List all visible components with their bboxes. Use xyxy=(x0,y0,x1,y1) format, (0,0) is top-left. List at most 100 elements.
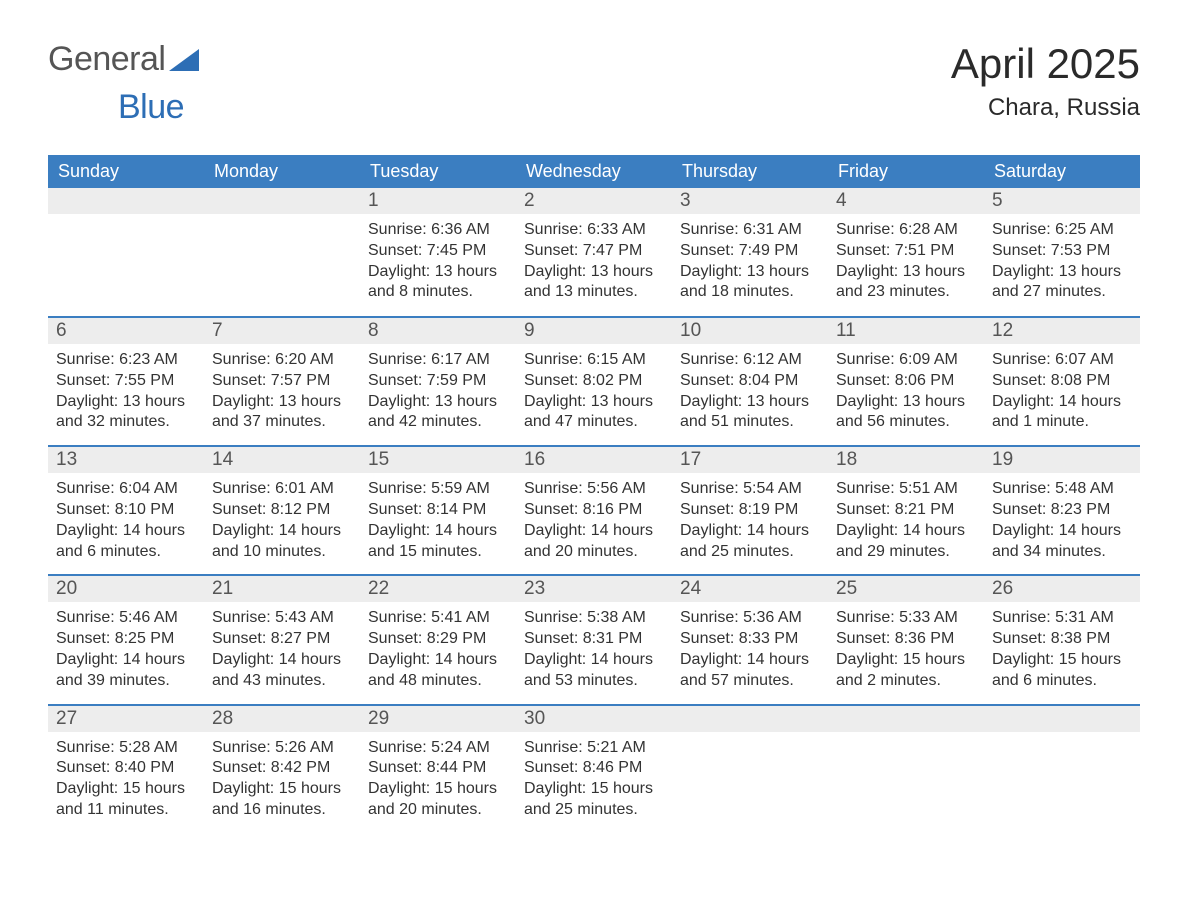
weekday-header-row: Sunday Monday Tuesday Wednesday Thursday… xyxy=(48,155,1140,188)
sunset-text: Sunset: 7:47 PM xyxy=(524,241,664,262)
title-block: April 2025 Chara, Russia xyxy=(951,40,1140,122)
calendar-day-cell xyxy=(204,188,360,316)
day-number: 3 xyxy=(672,188,828,214)
day-number: 6 xyxy=(48,318,204,344)
day-content: Sunrise: 5:33 AMSunset: 8:36 PMDaylight:… xyxy=(828,602,984,703)
sunset-text: Sunset: 7:55 PM xyxy=(56,371,196,392)
day-content: Sunrise: 6:33 AMSunset: 7:47 PMDaylight:… xyxy=(516,214,672,315)
sunrise-text: Sunrise: 6:04 AM xyxy=(56,479,196,500)
sunrise-text: Sunrise: 5:48 AM xyxy=(992,479,1132,500)
day-content xyxy=(828,732,984,750)
day-content xyxy=(204,214,360,232)
daylight-text: Daylight: 13 hours and 47 minutes. xyxy=(524,392,664,434)
day-content: Sunrise: 5:56 AMSunset: 8:16 PMDaylight:… xyxy=(516,473,672,574)
day-content: Sunrise: 5:54 AMSunset: 8:19 PMDaylight:… xyxy=(672,473,828,574)
sunrise-text: Sunrise: 6:25 AM xyxy=(992,220,1132,241)
day-content: Sunrise: 5:59 AMSunset: 8:14 PMDaylight:… xyxy=(360,473,516,574)
calendar-day-cell: 24Sunrise: 5:36 AMSunset: 8:33 PMDayligh… xyxy=(672,576,828,703)
day-number: 4 xyxy=(828,188,984,214)
brand-part2: Blue xyxy=(118,88,184,127)
day-number xyxy=(828,706,984,732)
calendar-day-cell: 9Sunrise: 6:15 AMSunset: 8:02 PMDaylight… xyxy=(516,318,672,445)
sunset-text: Sunset: 8:36 PM xyxy=(836,629,976,650)
daylight-text: Daylight: 13 hours and 27 minutes. xyxy=(992,262,1132,304)
day-number: 30 xyxy=(516,706,672,732)
day-content: Sunrise: 5:38 AMSunset: 8:31 PMDaylight:… xyxy=(516,602,672,703)
day-content: Sunrise: 5:46 AMSunset: 8:25 PMDaylight:… xyxy=(48,602,204,703)
day-number: 19 xyxy=(984,447,1140,473)
day-content: Sunrise: 6:31 AMSunset: 7:49 PMDaylight:… xyxy=(672,214,828,315)
sunrise-text: Sunrise: 6:12 AM xyxy=(680,350,820,371)
sunrise-text: Sunrise: 5:33 AM xyxy=(836,608,976,629)
day-content: Sunrise: 5:43 AMSunset: 8:27 PMDaylight:… xyxy=(204,602,360,703)
sunset-text: Sunset: 8:04 PM xyxy=(680,371,820,392)
day-number xyxy=(672,706,828,732)
daylight-text: Daylight: 13 hours and 51 minutes. xyxy=(680,392,820,434)
sunset-text: Sunset: 7:57 PM xyxy=(212,371,352,392)
day-number: 10 xyxy=(672,318,828,344)
daylight-text: Daylight: 13 hours and 23 minutes. xyxy=(836,262,976,304)
day-content xyxy=(984,732,1140,750)
daylight-text: Daylight: 15 hours and 6 minutes. xyxy=(992,650,1132,692)
sunrise-text: Sunrise: 6:07 AM xyxy=(992,350,1132,371)
sunset-text: Sunset: 8:14 PM xyxy=(368,500,508,521)
daylight-text: Daylight: 15 hours and 20 minutes. xyxy=(368,779,508,821)
sunset-text: Sunset: 8:44 PM xyxy=(368,758,508,779)
day-number xyxy=(984,706,1140,732)
sunset-text: Sunset: 8:16 PM xyxy=(524,500,664,521)
brand-triangle-icon xyxy=(169,49,199,71)
day-number: 13 xyxy=(48,447,204,473)
calendar-day-cell xyxy=(48,188,204,316)
calendar-day-cell: 14Sunrise: 6:01 AMSunset: 8:12 PMDayligh… xyxy=(204,447,360,574)
day-number: 17 xyxy=(672,447,828,473)
day-number: 12 xyxy=(984,318,1140,344)
calendar-week-row: 1Sunrise: 6:36 AMSunset: 7:45 PMDaylight… xyxy=(48,188,1140,316)
day-number: 5 xyxy=(984,188,1140,214)
daylight-text: Daylight: 14 hours and 20 minutes. xyxy=(524,521,664,563)
daylight-text: Daylight: 13 hours and 8 minutes. xyxy=(368,262,508,304)
daylight-text: Daylight: 14 hours and 43 minutes. xyxy=(212,650,352,692)
calendar-week-row: 27Sunrise: 5:28 AMSunset: 8:40 PMDayligh… xyxy=(48,704,1140,833)
sunset-text: Sunset: 8:06 PM xyxy=(836,371,976,392)
calendar-day-cell: 22Sunrise: 5:41 AMSunset: 8:29 PMDayligh… xyxy=(360,576,516,703)
day-content xyxy=(672,732,828,750)
calendar-day-cell: 7Sunrise: 6:20 AMSunset: 7:57 PMDaylight… xyxy=(204,318,360,445)
calendar-day-cell: 29Sunrise: 5:24 AMSunset: 8:44 PMDayligh… xyxy=(360,706,516,833)
day-content: Sunrise: 6:07 AMSunset: 8:08 PMDaylight:… xyxy=(984,344,1140,445)
sunset-text: Sunset: 8:08 PM xyxy=(992,371,1132,392)
sunrise-text: Sunrise: 5:24 AM xyxy=(368,738,508,759)
sunset-text: Sunset: 7:45 PM xyxy=(368,241,508,262)
day-content: Sunrise: 6:23 AMSunset: 7:55 PMDaylight:… xyxy=(48,344,204,445)
day-number: 18 xyxy=(828,447,984,473)
weekday-header: Thursday xyxy=(672,155,828,188)
calendar-day-cell xyxy=(672,706,828,833)
daylight-text: Daylight: 14 hours and 57 minutes. xyxy=(680,650,820,692)
day-content: Sunrise: 5:28 AMSunset: 8:40 PMDaylight:… xyxy=(48,732,204,833)
weekday-header: Friday xyxy=(828,155,984,188)
day-number: 20 xyxy=(48,576,204,602)
day-number: 23 xyxy=(516,576,672,602)
day-content: Sunrise: 6:28 AMSunset: 7:51 PMDaylight:… xyxy=(828,214,984,315)
calendar-day-cell: 4Sunrise: 6:28 AMSunset: 7:51 PMDaylight… xyxy=(828,188,984,316)
calendar-day-cell: 21Sunrise: 5:43 AMSunset: 8:27 PMDayligh… xyxy=(204,576,360,703)
calendar-day-cell: 12Sunrise: 6:07 AMSunset: 8:08 PMDayligh… xyxy=(984,318,1140,445)
daylight-text: Daylight: 13 hours and 56 minutes. xyxy=(836,392,976,434)
sunrise-text: Sunrise: 6:17 AM xyxy=(368,350,508,371)
day-number: 24 xyxy=(672,576,828,602)
sunset-text: Sunset: 8:25 PM xyxy=(56,629,196,650)
day-number: 1 xyxy=(360,188,516,214)
day-content: Sunrise: 6:12 AMSunset: 8:04 PMDaylight:… xyxy=(672,344,828,445)
sunset-text: Sunset: 8:23 PM xyxy=(992,500,1132,521)
day-number: 25 xyxy=(828,576,984,602)
daylight-text: Daylight: 13 hours and 18 minutes. xyxy=(680,262,820,304)
day-content: Sunrise: 6:36 AMSunset: 7:45 PMDaylight:… xyxy=(360,214,516,315)
daylight-text: Daylight: 13 hours and 13 minutes. xyxy=(524,262,664,304)
day-content: Sunrise: 5:51 AMSunset: 8:21 PMDaylight:… xyxy=(828,473,984,574)
day-number: 9 xyxy=(516,318,672,344)
sunrise-text: Sunrise: 5:26 AM xyxy=(212,738,352,759)
calendar-day-cell: 17Sunrise: 5:54 AMSunset: 8:19 PMDayligh… xyxy=(672,447,828,574)
sunset-text: Sunset: 8:29 PM xyxy=(368,629,508,650)
daylight-text: Daylight: 14 hours and 10 minutes. xyxy=(212,521,352,563)
day-number: 16 xyxy=(516,447,672,473)
daylight-text: Daylight: 13 hours and 32 minutes. xyxy=(56,392,196,434)
